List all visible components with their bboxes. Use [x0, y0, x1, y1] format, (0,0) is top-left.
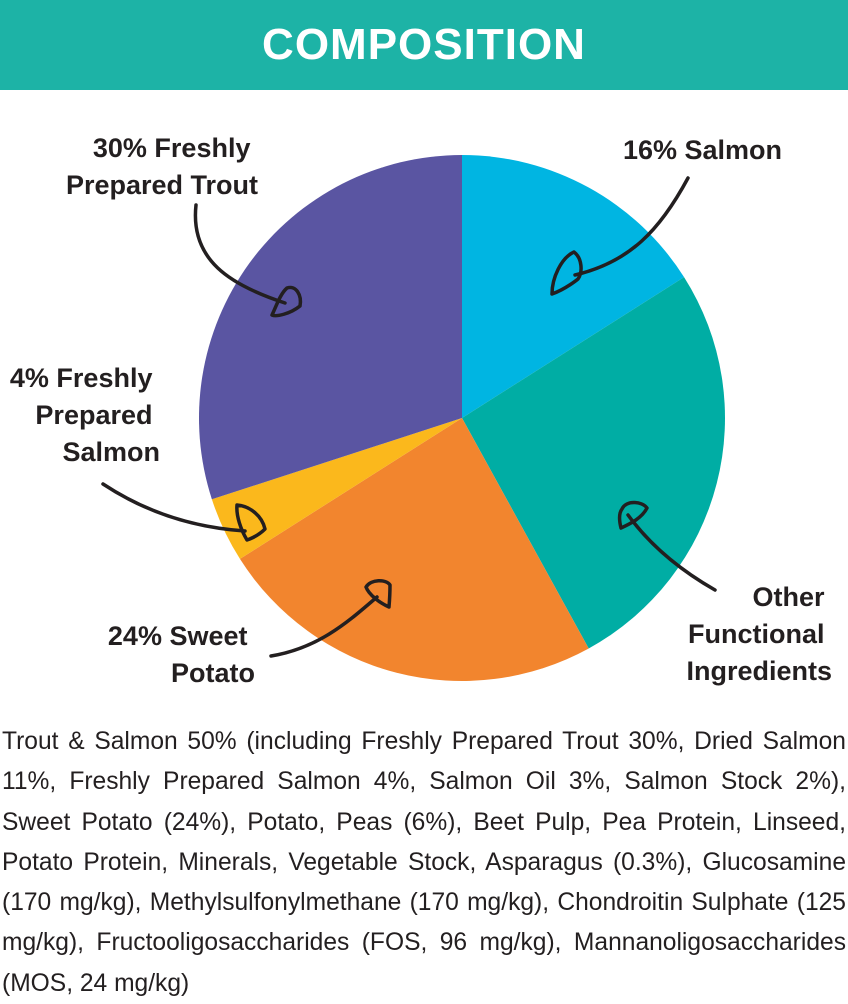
callout-trout — [193, 203, 303, 318]
pie-slice-fresh-salmon — [211, 418, 462, 559]
ingredients-description: Trout & Salmon 50% (including Freshly Pr… — [2, 728, 846, 997]
pie-slices — [198, 155, 726, 682]
page-title: COMPOSITION — [262, 20, 586, 69]
callout-fresh-salmon — [101, 482, 267, 542]
slice-labels: 16% Salmon 30% Freshly Prepared Trout 4%… — [10, 133, 832, 688]
label-trout: 30% Freshly Prepared Trout — [66, 133, 258, 200]
callout-sweet-potato — [269, 579, 392, 658]
callout-salmon — [550, 176, 690, 296]
label-other: Other Functional Ingredients — [686, 582, 832, 686]
label-salmon: 16% Salmon — [623, 135, 782, 165]
pie-slice-trout — [198, 155, 462, 500]
label-fresh-salmon: 4% Freshly Prepared Salmon — [10, 363, 160, 467]
pie-callouts — [101, 176, 717, 658]
composition-header: COMPOSITION — [0, 0, 848, 90]
label-sweet-potato: 24% Sweet Potato — [108, 621, 255, 688]
composition-pie-chart: 16% Salmon 30% Freshly Prepared Trout 4%… — [10, 133, 832, 688]
pie-slice-salmon — [462, 155, 685, 418]
callout-other — [617, 500, 717, 592]
pie-slice-other — [462, 277, 726, 649]
pie-slice-sweet-potato — [239, 418, 589, 682]
